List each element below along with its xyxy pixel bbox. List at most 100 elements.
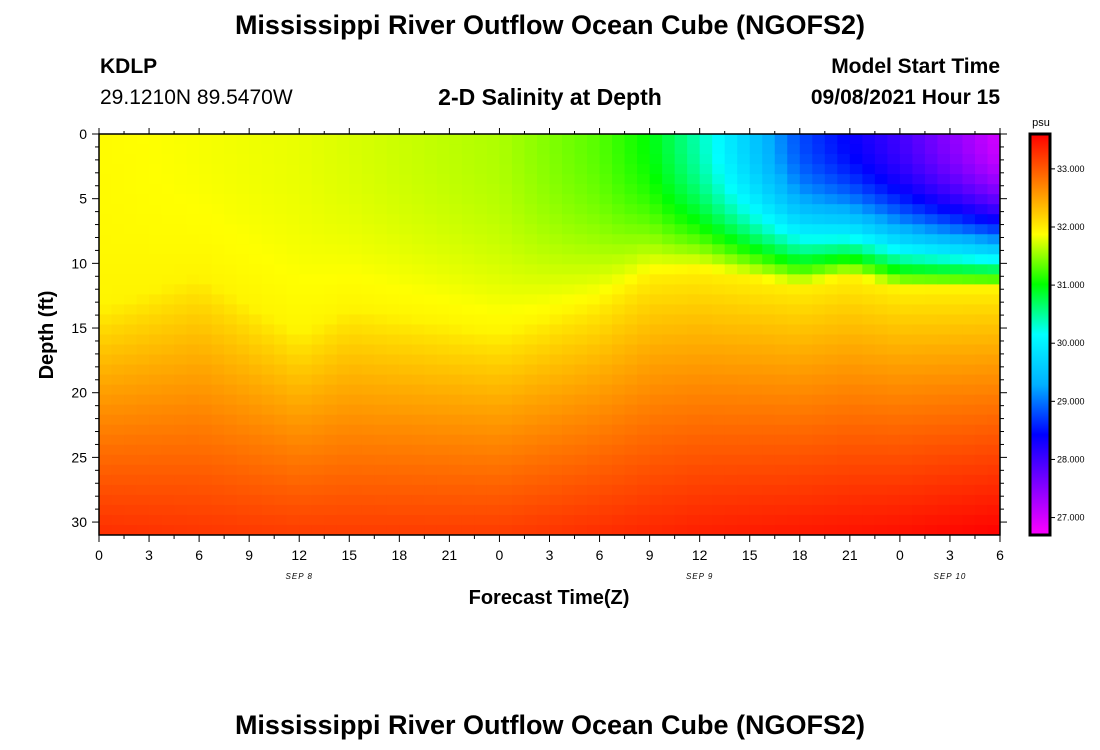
- heatmap-cell: [261, 324, 275, 336]
- heatmap-cell: [411, 254, 425, 265]
- heatmap-cell: [849, 324, 863, 336]
- heatmap-cell: [724, 464, 738, 476]
- heatmap-cell: [974, 144, 989, 155]
- heatmap-cell: [899, 374, 913, 386]
- y-tick-label: 30: [71, 514, 87, 530]
- heatmap-cell: [374, 324, 388, 336]
- heatmap-cell: [887, 234, 901, 245]
- heatmap-cell: [249, 244, 263, 255]
- heatmap-cell: [887, 404, 901, 416]
- heatmap-cell: [136, 484, 150, 496]
- heatmap-cell: [99, 214, 113, 225]
- heatmap-cell: [599, 204, 613, 215]
- heatmap-cell: [499, 304, 513, 316]
- heatmap-cell: [674, 244, 688, 255]
- heatmap-cell: [762, 404, 776, 416]
- heatmap-cell: [261, 234, 275, 245]
- heatmap-cell: [386, 144, 400, 155]
- heatmap-cell: [962, 484, 976, 496]
- heatmap-cell: [99, 484, 113, 496]
- heatmap-cell: [286, 394, 300, 406]
- heatmap-cell: [249, 344, 263, 356]
- heatmap-cell: [912, 394, 926, 406]
- heatmap-cell: [974, 324, 989, 336]
- heatmap-cell: [324, 374, 338, 386]
- heatmap-cell: [749, 324, 763, 336]
- heatmap-cell: [399, 344, 413, 356]
- heatmap-cell: [286, 154, 300, 165]
- heatmap-cell: [499, 484, 513, 496]
- heatmap-cell: [499, 294, 513, 306]
- heatmap-cell: [974, 264, 989, 275]
- heatmap-cell: [211, 194, 225, 205]
- heatmap-cell: [174, 374, 188, 386]
- heatmap-cell: [899, 404, 913, 416]
- heatmap-cell: [912, 134, 926, 145]
- heatmap-cell: [812, 214, 826, 225]
- heatmap-cell: [699, 304, 713, 316]
- heatmap-cell: [399, 294, 413, 306]
- heatmap-cell: [662, 434, 676, 446]
- heatmap-cell: [612, 244, 626, 255]
- heatmap-cell: [224, 204, 238, 215]
- heatmap-cell: [461, 354, 476, 366]
- heatmap-cell: [899, 314, 913, 326]
- heatmap-cell: [887, 424, 901, 436]
- heatmap-cell: [399, 134, 413, 145]
- heatmap-cell: [687, 194, 701, 205]
- heatmap-cell: [211, 394, 225, 406]
- heatmap-cell: [987, 474, 1000, 486]
- heatmap-cell: [324, 284, 338, 295]
- heatmap-cell: [824, 214, 838, 225]
- heatmap-cell: [511, 174, 526, 185]
- heatmap-cell: [411, 304, 425, 316]
- heatmap-cell: [161, 354, 175, 366]
- heatmap-cell: [411, 354, 425, 366]
- heatmap-cell: [236, 204, 250, 215]
- heatmap-cell: [924, 254, 939, 265]
- heatmap-cell: [949, 204, 964, 215]
- heatmap-cell: [136, 324, 150, 336]
- heatmap-cell: [499, 334, 513, 346]
- heatmap-cell: [386, 194, 400, 205]
- heatmap-cell: [624, 164, 638, 175]
- heatmap-cell: [587, 204, 601, 215]
- heatmap-cell: [486, 404, 501, 416]
- heatmap-cell: [762, 384, 776, 396]
- heatmap-cell: [249, 524, 263, 535]
- heatmap-cell: [424, 174, 438, 185]
- heatmap-cell: [674, 514, 688, 526]
- heatmap-cell: [224, 184, 238, 195]
- heatmap-cell: [211, 384, 225, 396]
- heatmap-cell: [111, 344, 125, 356]
- heatmap-cell: [862, 244, 876, 255]
- heatmap-cell: [974, 314, 989, 326]
- heatmap-cell: [712, 194, 726, 205]
- heatmap-cell: [674, 364, 688, 376]
- heatmap-cell: [449, 224, 463, 235]
- heatmap-cell: [124, 404, 138, 416]
- heatmap-cell: [449, 144, 463, 155]
- heatmap-cell: [111, 504, 125, 516]
- heatmap-cell: [687, 384, 701, 396]
- heatmap-cell: [386, 484, 400, 496]
- heatmap-cell: [799, 294, 813, 306]
- heatmap-cell: [461, 274, 476, 285]
- heatmap-cell: [699, 324, 713, 336]
- heatmap-cell: [737, 384, 751, 396]
- date-label: SEP 8: [286, 572, 313, 581]
- heatmap-cell: [211, 144, 225, 155]
- heatmap-cell: [774, 304, 788, 316]
- heatmap-cell: [124, 144, 138, 155]
- heatmap-cell: [574, 424, 588, 436]
- heatmap-cell: [599, 474, 613, 486]
- heatmap-cell: [924, 484, 939, 496]
- heatmap-cell: [912, 184, 926, 195]
- heatmap-cell: [261, 414, 275, 426]
- heatmap-cell: [724, 444, 738, 456]
- heatmap-cell: [737, 264, 751, 275]
- heatmap-cell: [849, 514, 863, 526]
- heatmap-cell: [612, 144, 626, 155]
- heatmap-cell: [161, 514, 175, 526]
- heatmap-cell: [374, 304, 388, 316]
